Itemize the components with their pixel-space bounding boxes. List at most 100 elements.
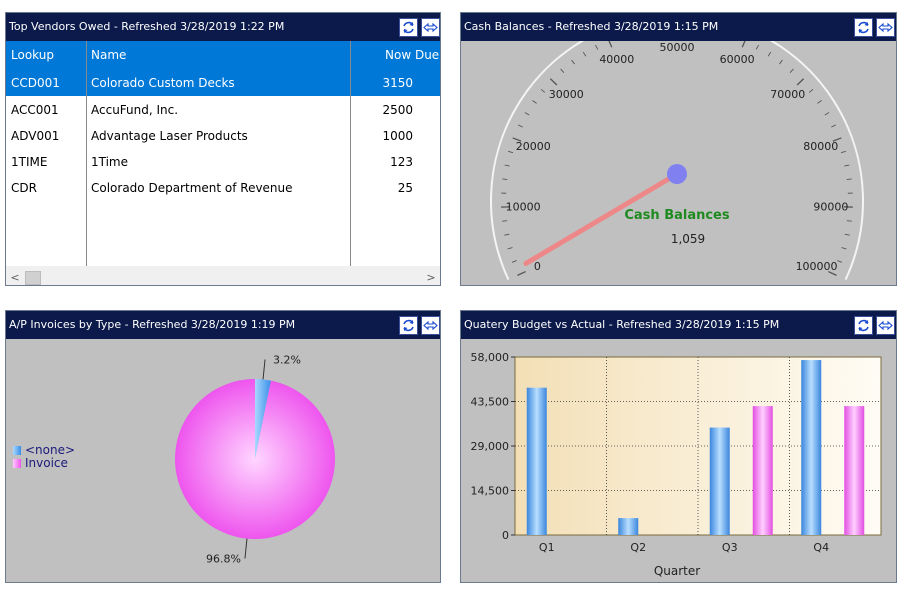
expand-arrows-icon: [878, 22, 893, 33]
y-tick-label: 58,000: [471, 351, 510, 364]
x-tick-label: Q3: [722, 541, 738, 554]
cell-now-due: 1000: [382, 129, 413, 143]
cell-now-due: 3150: [382, 76, 413, 90]
refresh-button[interactable]: [854, 18, 873, 37]
pie-slice-label: 96.8%: [206, 552, 241, 565]
pie-slice[interactable]: [255, 379, 271, 459]
gauge-tick: [828, 270, 837, 276]
expand-arrows-icon: [423, 22, 438, 33]
gauge-value: 1,059: [671, 232, 705, 246]
pie-slice-label: 3.2%: [273, 354, 301, 367]
gauge-tick: [504, 164, 510, 167]
bar[interactable]: [801, 360, 822, 535]
cell-name: AccuFund, Inc.: [91, 103, 179, 117]
panel-header: Top Vendors Owed - Refreshed 3/28/2019 1…: [6, 13, 440, 41]
refresh-button[interactable]: [854, 316, 873, 335]
pie-leader-line: [262, 359, 266, 380]
gauge-tick: [502, 220, 508, 222]
gauge-tick-label: 50000: [660, 41, 695, 54]
gauge-tick: [524, 112, 530, 116]
gauge-tick: [817, 100, 822, 104]
gauge-hub: [667, 164, 687, 184]
panel-header: Quatery Budget vs Actual - Refreshed 3/2…: [461, 311, 896, 339]
gauge-tick-label: 10000: [506, 200, 541, 213]
gauge-tick: [808, 88, 814, 93]
ap-pie-chart: 3.2% 96.8%: [175, 354, 335, 565]
expand-button[interactable]: [876, 316, 895, 335]
legend-item-none: <none>: [11, 444, 75, 457]
expand-button[interactable]: [421, 18, 440, 37]
x-tick-label: Q4: [813, 541, 829, 554]
legend-label: Invoice: [25, 456, 68, 470]
budget-vs-actual-panel: Quatery Budget vs Actual - Refreshed 3/2…: [460, 310, 897, 583]
gauge-tick-label: 20000: [516, 140, 551, 153]
panel-title: Cash Balances - Refreshed 3/28/2019 1:15…: [464, 20, 719, 33]
gauge-tick-label: 80000: [803, 140, 838, 153]
gauge-tick-label: 100000: [796, 260, 838, 273]
gauge-tick: [844, 164, 850, 167]
legend-swatch: [13, 459, 21, 468]
gauge-tick: [779, 59, 783, 65]
expand-arrows-icon: [423, 320, 438, 331]
bar[interactable]: [709, 427, 730, 535]
gauge-tick: [560, 68, 565, 74]
gauge-tick: [508, 150, 514, 154]
gauge-tick: [504, 233, 510, 236]
cell-lookup: CCD001: [11, 76, 60, 90]
x-axis-label: Quarter: [654, 564, 700, 578]
table-row[interactable]: CDR Colorado Department of Revenue 25: [6, 175, 440, 201]
pie-legend: <none> Invoice: [11, 444, 75, 470]
gauge-tick: [824, 112, 830, 116]
legend-label: <none>: [25, 443, 76, 457]
refresh-button[interactable]: [399, 18, 418, 37]
cell-name: Colorado Department of Revenue: [91, 181, 293, 195]
refresh-icon: [858, 319, 869, 332]
gauge-tick: [582, 51, 587, 57]
expand-button[interactable]: [876, 18, 895, 37]
gauge-needle: [523, 171, 680, 266]
gauge-tick: [844, 233, 850, 236]
gauge-tick: [518, 124, 523, 128]
column-divider: [350, 41, 351, 277]
scroll-left-button[interactable]: <: [10, 271, 20, 284]
top-vendors-panel: Top Vendors Owed - Refreshed 3/28/2019 1…: [5, 12, 441, 286]
bar[interactable]: [526, 387, 547, 535]
x-tick-label: Q1: [539, 541, 555, 554]
gauge-tick: [840, 150, 846, 154]
gauge-tick: [595, 44, 599, 50]
cell-name: 1Time: [91, 155, 129, 169]
scroll-thumb[interactable]: [25, 271, 41, 285]
cell-name: Colorado Custom Decks: [91, 76, 235, 90]
column-header-now-due[interactable]: Now Due: [385, 48, 440, 62]
gauge-label: Cash Balances: [624, 208, 730, 223]
bar[interactable]: [844, 406, 865, 535]
expand-button[interactable]: [421, 316, 440, 335]
panel-title: Quatery Budget vs Actual - Refreshed 3/2…: [464, 318, 780, 331]
table-row[interactable]: ACC001 AccuFund, Inc. 2500: [6, 97, 440, 123]
table-row[interactable]: CCD001 Colorado Custom Decks 3150: [6, 70, 440, 96]
column-header-lookup[interactable]: Lookup: [11, 48, 54, 62]
panel-header: Cash Balances - Refreshed 3/28/2019 1:15…: [461, 13, 896, 41]
gauge-tick-label: 70000: [770, 88, 805, 101]
scroll-right-button[interactable]: >: [426, 271, 436, 284]
pie-slice[interactable]: [175, 379, 335, 539]
table-row[interactable]: ADV001 Advantage Laser Products 1000: [6, 123, 440, 149]
gauge-tick: [837, 260, 843, 263]
bar[interactable]: [752, 406, 773, 535]
column-header-name[interactable]: Name: [91, 48, 127, 62]
cash-balance-gauge: 0 10000 20000 30000 40000 50000 60000 70000 8000…: [490, 41, 864, 281]
gauge-tick-label: 40000: [599, 53, 634, 66]
table-row[interactable]: 1TIME 1Time 123: [6, 149, 440, 175]
gauge-tick: [755, 44, 759, 50]
gauge-tick: [841, 247, 847, 250]
gauge-tick: [540, 88, 546, 93]
gauge-tick: [507, 247, 513, 250]
refresh-button[interactable]: [399, 316, 418, 335]
budget-bar-chart: 0 14,500 29,000 43,500 58,000 Q1 Q2 Q3 Q4 Quart…: [471, 351, 882, 578]
horizontal-scrollbar[interactable]: [6, 266, 440, 285]
refresh-icon: [403, 21, 414, 34]
bar[interactable]: [618, 518, 639, 535]
gauge-tick: [608, 41, 613, 48]
y-tick-label: 0: [502, 529, 509, 542]
gauge-tick: [549, 78, 558, 86]
